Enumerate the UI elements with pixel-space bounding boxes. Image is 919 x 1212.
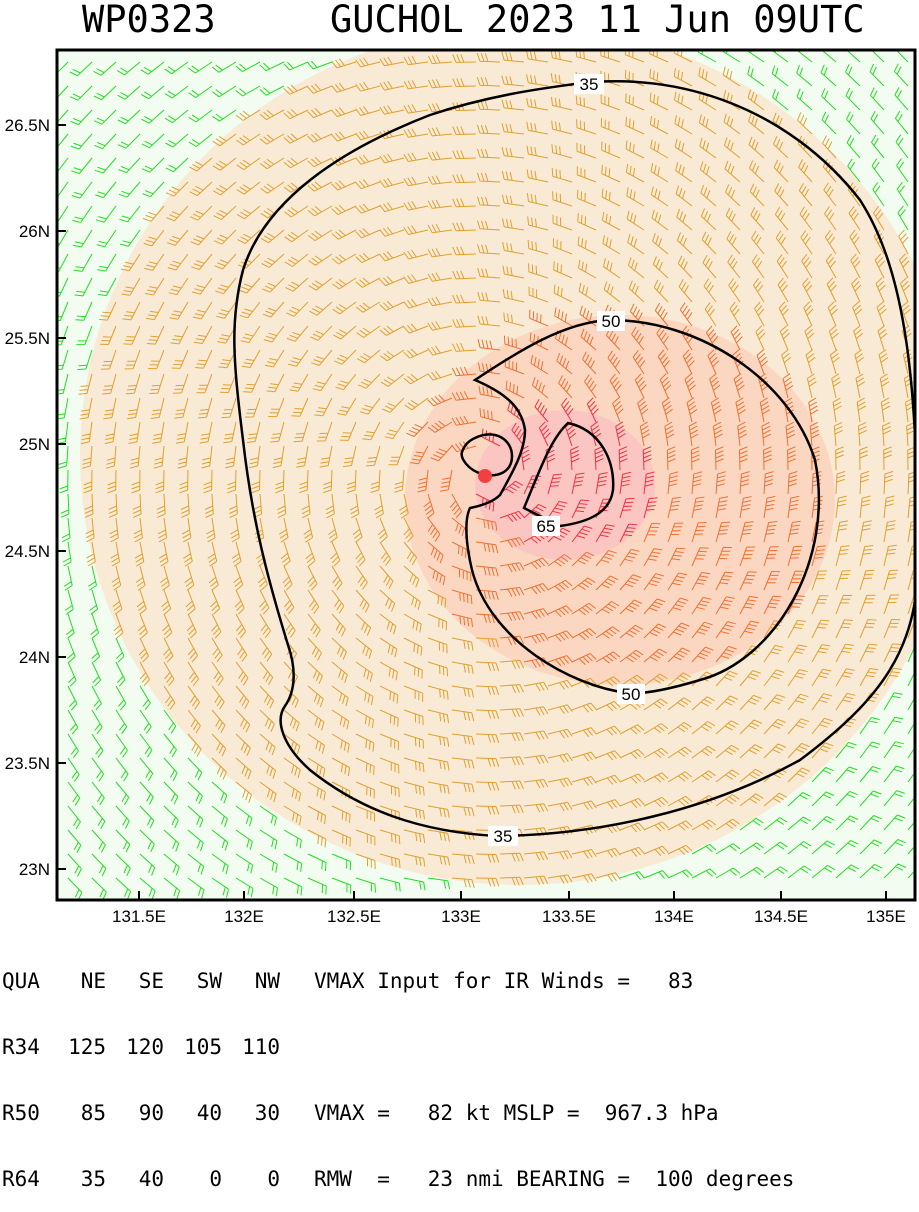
storm-center-marker: [478, 469, 492, 483]
table-row: R50 85 90 40 30 VMAX = 82 kt MSLP = 967.…: [2, 1102, 794, 1124]
table-cell: 85: [48, 1102, 106, 1124]
contour-label-65: 65: [537, 517, 556, 536]
lat-labels: 26.5N 26N 25.5N 25N 24.5N 24N 23.5N 23N: [5, 116, 50, 879]
table-cell: 110: [222, 1036, 280, 1058]
vmax-input-text: VMAX Input for IR Winds = 83: [314, 970, 693, 992]
lon-label: 131.5E: [112, 907, 166, 926]
lat-label: 26.5N: [5, 116, 50, 135]
table-row: R34 125 120 105 110: [2, 1036, 794, 1058]
lat-label: 25.5N: [5, 329, 50, 348]
table-header-row: QUA NE SE SW NW VMAX Input for IR Winds …: [2, 970, 794, 992]
table-cell: 90: [106, 1102, 164, 1124]
lat-label: 23N: [19, 860, 50, 879]
table-cell: 40: [106, 1168, 164, 1190]
table-row: R64 35 40 0 0 RMW = 23 nmi BEARING = 100…: [2, 1168, 794, 1190]
lat-label: 24.5N: [5, 542, 50, 561]
lon-labels: 131.5E 132E 132.5E 133E 133.5E 134E 134.…: [112, 907, 906, 926]
wind-map: 35 50 65 50 35 26.5N 26N 25.5N 25N 24.5N…: [0, 0, 919, 1014]
lon-label: 132E: [224, 907, 264, 926]
table-header-cell: SW: [164, 970, 222, 992]
table-cell: 0: [164, 1168, 222, 1190]
row-label: R50: [2, 1102, 48, 1124]
vmax-mslp-text: VMAX = 82 kt MSLP = 967.3 hPa: [314, 1102, 719, 1124]
rmw-bearing-text: RMW = 23 nmi BEARING = 100 degrees: [314, 1168, 794, 1190]
wind-radii-table: QUA NE SE SW NW VMAX Input for IR Winds …: [2, 926, 794, 1212]
lon-label: 134E: [654, 907, 694, 926]
table-header-cell: SE: [106, 970, 164, 992]
contour-label-35-top: 35: [580, 75, 599, 94]
table-cell: 40: [164, 1102, 222, 1124]
lat-label: 26N: [19, 222, 50, 241]
contour-label-50-top: 50: [602, 312, 621, 331]
lon-label: 132.5E: [327, 907, 381, 926]
contour-label-50-bottom: 50: [622, 685, 641, 704]
table-header-cell: QUA: [2, 970, 48, 992]
row-label: R34: [2, 1036, 48, 1058]
lon-label: 133E: [441, 907, 481, 926]
lon-label: 134.5E: [754, 907, 808, 926]
lat-label: 25N: [19, 435, 50, 454]
lat-label: 24N: [19, 648, 50, 667]
table-cell: 125: [48, 1036, 106, 1058]
lat-label: 23.5N: [5, 754, 50, 773]
table-cell: 105: [164, 1036, 222, 1058]
table-cell: 120: [106, 1036, 164, 1058]
table-header-cell: NE: [48, 970, 106, 992]
table-cell: 35: [48, 1168, 106, 1190]
row-label: R64: [2, 1168, 48, 1190]
contour-label-35-bottom: 35: [494, 827, 513, 846]
table-header-cell: NW: [222, 970, 280, 992]
lon-label: 135E: [866, 907, 906, 926]
table-cell: 30: [222, 1102, 280, 1124]
table-cell: 0: [222, 1168, 280, 1190]
lon-label: 133.5E: [542, 907, 596, 926]
